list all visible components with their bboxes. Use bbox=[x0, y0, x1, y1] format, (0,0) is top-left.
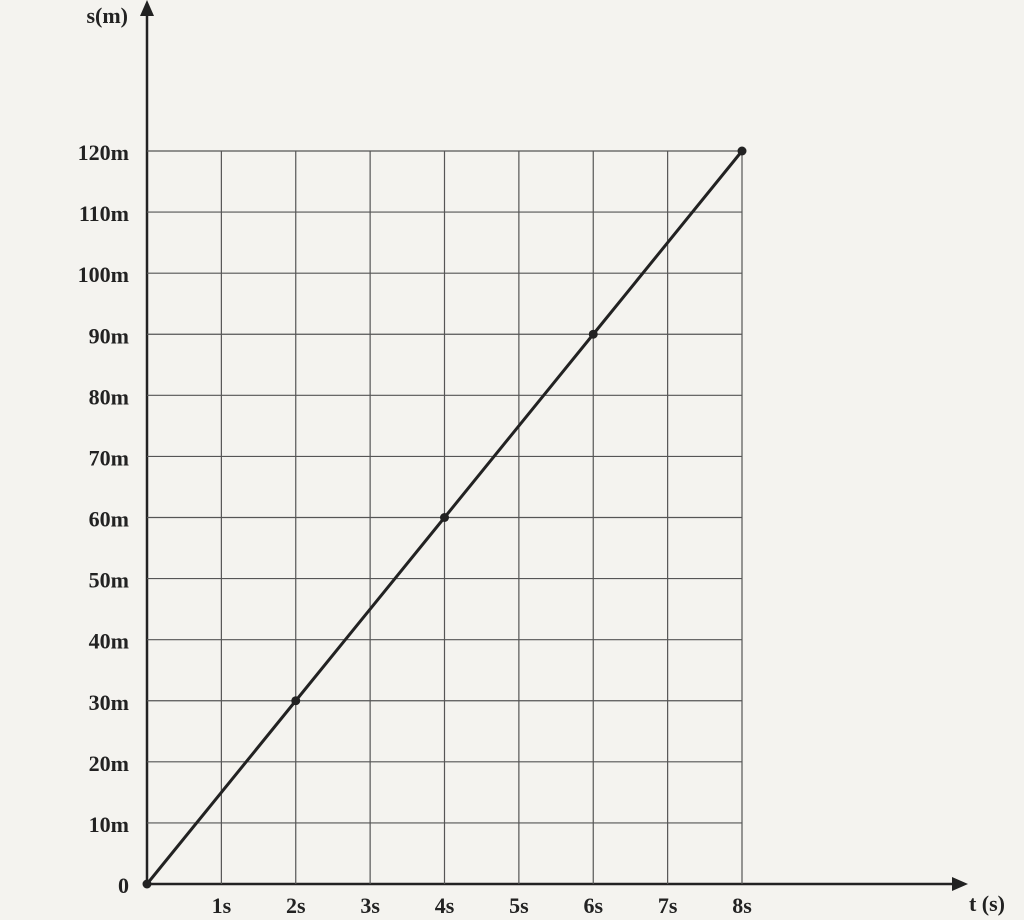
x-tick-label: 7s bbox=[658, 893, 678, 918]
y-tick-label: 80m bbox=[89, 384, 129, 409]
x-axis-label: t (s) bbox=[969, 891, 1005, 916]
y-arrow bbox=[140, 0, 154, 16]
x-tick-label: 8s bbox=[732, 893, 752, 918]
y-tick-label: 40m bbox=[89, 629, 129, 654]
y-tick-label: 60m bbox=[89, 507, 129, 532]
y-tick-label: 100m bbox=[78, 262, 129, 287]
y-axis-label: s(m) bbox=[86, 3, 128, 28]
y-tick-label: 90m bbox=[89, 323, 129, 348]
y-tick-label: 50m bbox=[89, 568, 129, 593]
y-tick-label: 20m bbox=[89, 751, 129, 776]
x-tick-label: 2s bbox=[286, 893, 306, 918]
y-tick-label: 0 bbox=[118, 873, 129, 898]
x-tick-label: 6s bbox=[583, 893, 603, 918]
x-tick-label: 3s bbox=[360, 893, 380, 918]
y-tick-label: 30m bbox=[89, 690, 129, 715]
y-tick-label: 10m bbox=[89, 812, 129, 837]
x-tick-label: 4s bbox=[435, 893, 455, 918]
y-tick-label: 120m bbox=[78, 140, 129, 165]
data-point bbox=[142, 879, 152, 889]
data-point bbox=[291, 696, 301, 706]
y-tick-label: 110m bbox=[79, 201, 129, 226]
x-arrow bbox=[952, 877, 968, 891]
data-point bbox=[737, 146, 747, 156]
x-tick-label: 5s bbox=[509, 893, 529, 918]
data-point bbox=[440, 513, 449, 522]
y-tick-label: 70m bbox=[89, 445, 129, 470]
x-tick-label: 1s bbox=[212, 893, 232, 918]
data-point bbox=[588, 329, 598, 339]
